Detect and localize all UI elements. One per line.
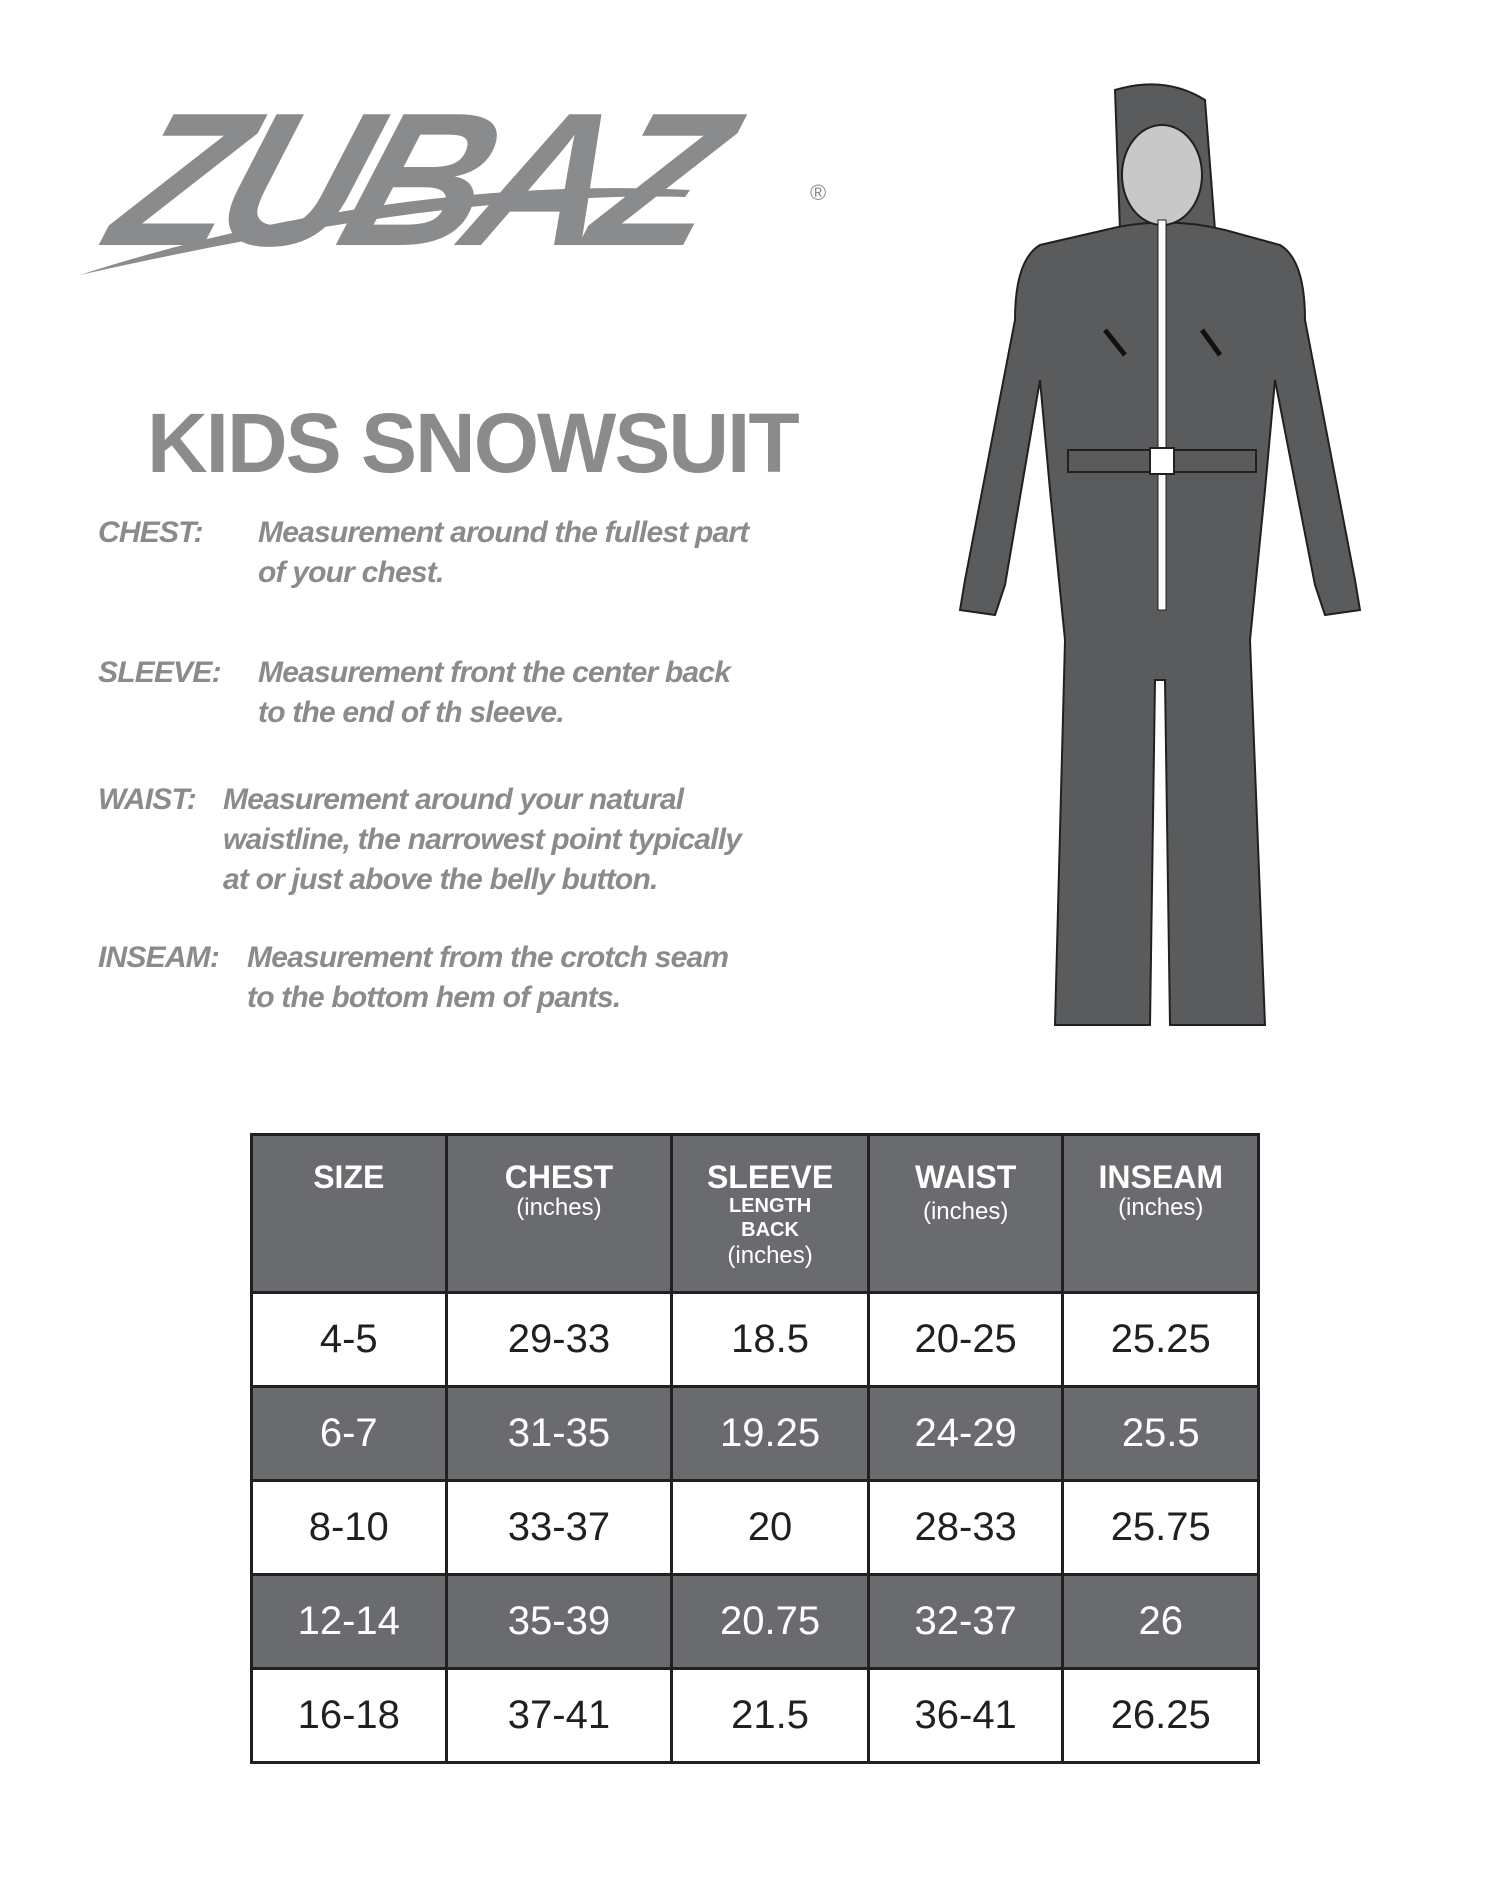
table-cell: 36-41: [866, 1667, 1065, 1764]
table-row: 16-18 37-41 21.5 36-41 26.25: [250, 1667, 1260, 1764]
definition-text: Measurement front the center back to the …: [258, 656, 731, 729]
table-row: 12-14 35-39 20.75 32-37 26: [250, 1573, 1260, 1670]
table-cell: 35-39: [444, 1573, 674, 1670]
table-cell: 25.5: [1061, 1385, 1260, 1482]
table-cell: 16-18: [250, 1667, 448, 1764]
header-waist: WAIST (inches): [866, 1133, 1065, 1294]
definition-text: Measurement around the fullest part of yo…: [258, 516, 749, 589]
table-row: 4-5 29-33 18.5 20-25 25.25: [250, 1291, 1260, 1388]
header-sleeve: SLEEVE LENGTH BACK (inches): [670, 1133, 870, 1294]
page-title: KIDS SNOWSUIT: [147, 396, 800, 490]
definition-label: CHEST:: [98, 516, 203, 549]
table-row: 8-10 33-37 20 28-33 25.75: [250, 1479, 1260, 1576]
table-cell: 25.25: [1061, 1291, 1260, 1388]
table-cell: 25.75: [1061, 1479, 1260, 1576]
table-cell: 26: [1061, 1573, 1260, 1670]
snowsuit-illustration: [958, 83, 1362, 1026]
definition-chest: CHEST: Measurement around the fullest pa…: [98, 513, 818, 593]
definition-label: INSEAM:: [98, 941, 220, 974]
table-cell: 8-10: [250, 1479, 448, 1576]
table-cell: 21.5: [670, 1667, 870, 1764]
table-cell: 29-33: [444, 1291, 674, 1388]
header-size: SIZE: [250, 1133, 448, 1294]
table-cell: 6-7: [250, 1385, 448, 1482]
definition-text: Measurement from the crotch seam to the b…: [247, 941, 729, 1014]
table-cell: 24-29: [866, 1385, 1065, 1482]
zubaz-logo: ZUBAZ ®: [80, 74, 826, 286]
table-cell: 37-41: [444, 1667, 674, 1764]
table-cell: 12-14: [250, 1573, 448, 1670]
table-row: 6-7 31-35 19.25 24-29 25.5: [250, 1385, 1260, 1482]
definition-waist: WAIST: Measurement around your natural wa…: [98, 780, 818, 900]
table-cell: 33-37: [444, 1479, 674, 1576]
table-cell: 32-37: [866, 1573, 1065, 1670]
definition-label: SLEEVE:: [98, 656, 222, 689]
definition-label: WAIST:: [98, 783, 197, 816]
table-cell: 20: [670, 1479, 870, 1576]
table-cell: 4-5: [250, 1291, 448, 1388]
definition-inseam: INSEAM: Measurement from the crotch seam…: [98, 938, 818, 1018]
header-chest: CHEST (inches): [444, 1133, 674, 1294]
table-cell: 20-25: [866, 1291, 1065, 1388]
table-cell: 20.75: [670, 1573, 870, 1670]
table-cell: 31-35: [444, 1385, 674, 1482]
svg-text:ZUBAZ: ZUBAZ: [85, 74, 761, 285]
table-header-row: SIZE CHEST (inches) SLEEVE LENGTH BACK (inc…: [250, 1133, 1260, 1294]
definition-sleeve: SLEEVE: Measurement front the center bac…: [98, 653, 818, 733]
table-cell: 19.25: [670, 1385, 870, 1482]
table-cell: 26.25: [1061, 1667, 1260, 1764]
svg-text:®: ®: [810, 180, 826, 205]
header-inseam: INSEAM (inches): [1061, 1133, 1260, 1294]
table-cell: 28-33: [866, 1479, 1065, 1576]
table-cell: 18.5: [670, 1291, 870, 1388]
size-chart-table: SIZE CHEST (inches) SLEEVE LENGTH BACK (inc…: [250, 1133, 1260, 1764]
definition-text: Measurement around your natural waistline…: [223, 783, 742, 896]
